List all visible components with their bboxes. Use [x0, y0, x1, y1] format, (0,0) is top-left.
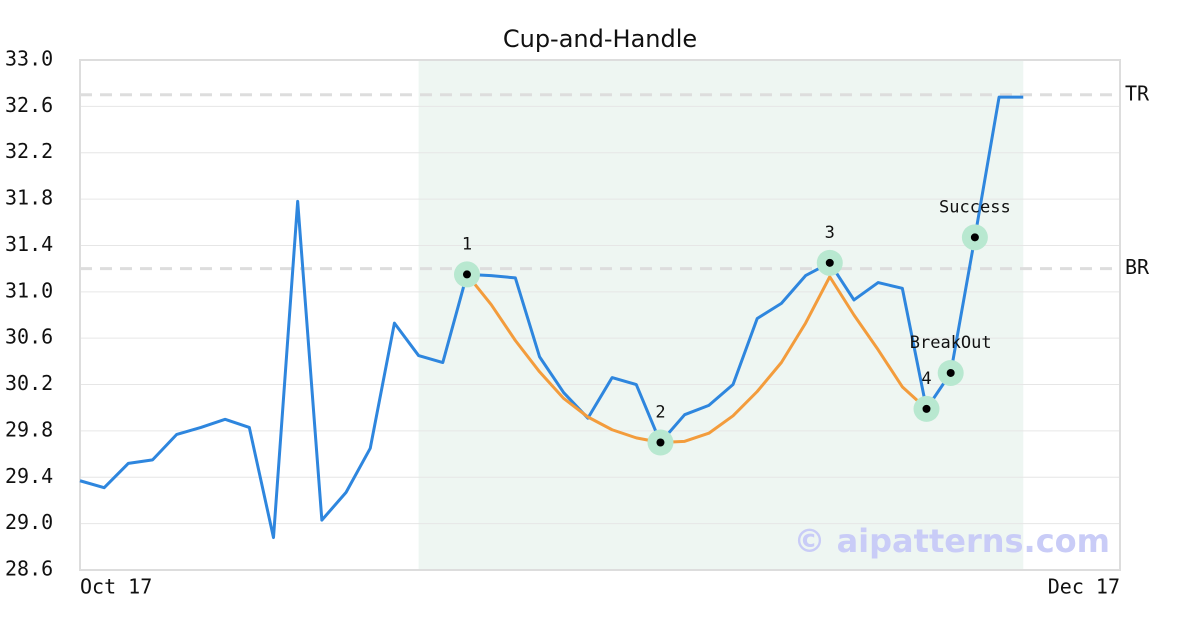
annotation-label: BreakOut — [910, 333, 992, 353]
y-tick-label: 31.0 — [5, 278, 53, 302]
x-tick-label: Dec 17 — [1048, 575, 1120, 599]
y-tick-label: 30.6 — [5, 325, 53, 349]
marker-dot — [825, 258, 834, 267]
annotation-label: 3 — [825, 223, 835, 243]
marker-dot — [922, 404, 931, 413]
marker-dot — [656, 438, 665, 447]
x-tick-label: Oct 17 — [80, 575, 152, 599]
y-tick-label: 32.6 — [5, 93, 53, 117]
annotation-label: Success — [939, 197, 1011, 217]
y-tick-label: 32.2 — [5, 139, 53, 163]
reference-label: TR — [1125, 81, 1150, 105]
y-tick-label: 30.2 — [5, 371, 53, 395]
y-tick-label: 29.8 — [5, 417, 53, 441]
chart-title: Cup-and-Handle — [503, 25, 697, 53]
marker-dot — [970, 233, 979, 242]
y-tick-label: 28.6 — [5, 557, 53, 581]
reference-label: BR — [1125, 255, 1150, 279]
y-tick-label: 31.8 — [5, 186, 53, 210]
series-line — [79, 95, 1024, 540]
y-tick-label: 31.4 — [5, 232, 53, 256]
annotation-label: 4 — [921, 369, 931, 389]
plot-frame — [79, 59, 1121, 571]
series-line — [465, 273, 928, 444]
y-tick-label: 29.0 — [5, 510, 53, 534]
y-tick-label: 29.4 — [5, 464, 53, 488]
y-tick-label: 33.0 — [5, 47, 53, 71]
marker-dot — [462, 270, 471, 279]
watermark: © aipatterns.com — [793, 522, 1110, 560]
marker-dot — [946, 368, 955, 377]
annotation-label: 1 — [462, 234, 472, 254]
annotation-label: 2 — [655, 403, 665, 423]
highlight-region — [418, 60, 1024, 570]
